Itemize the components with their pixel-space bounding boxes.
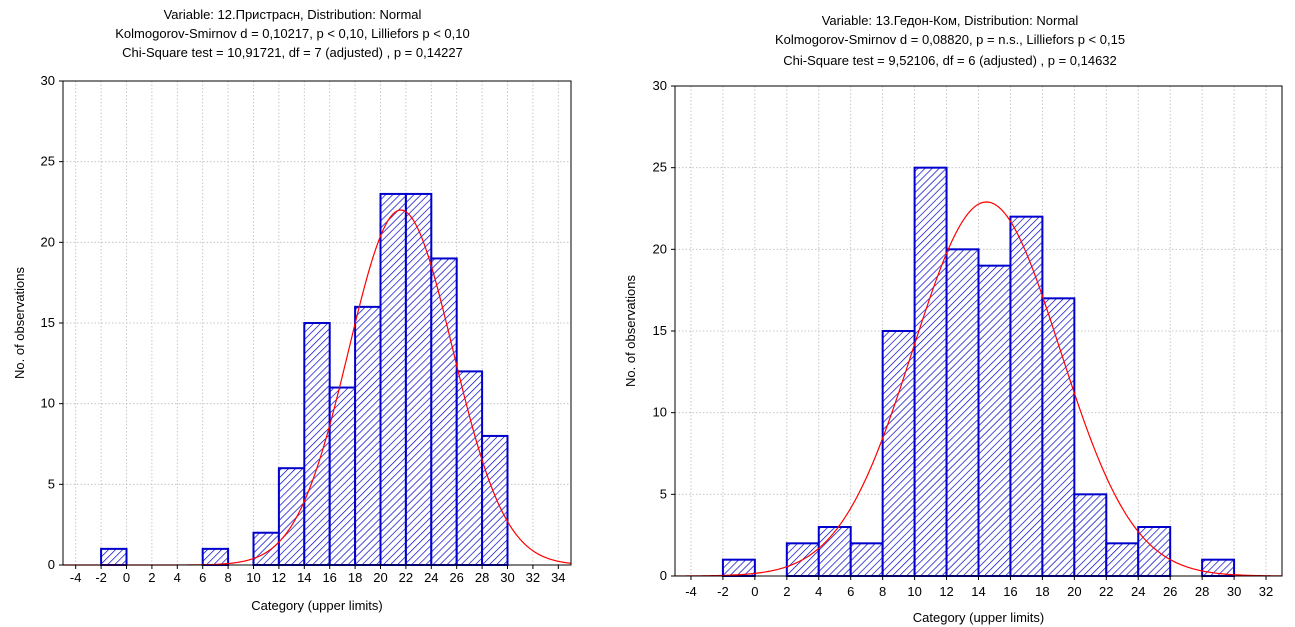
histogram-bar [430,257,458,566]
y-tick-label: 15 [41,315,55,330]
x-tick-label: 32 [526,570,540,585]
histogram-bar [277,467,306,567]
histogram-bar [1105,542,1140,577]
histogram-panel-left: Variable: 12.Пристрасн, Distribution: No… [0,0,585,627]
x-tick-label: 34 [551,570,565,585]
x-tick-label: 20 [373,570,387,585]
y-tick-label: 10 [653,405,667,420]
y-tick-label: 30 [653,78,667,93]
y-tick-label: 25 [41,154,55,169]
x-axis-label: Category (upper limits) [913,610,1045,625]
x-tick-label: 16 [1003,584,1017,599]
y-tick-label: 20 [41,234,55,249]
chart-title-line: Variable: 12.Пристрасн, Distribution: No… [164,7,422,22]
x-tick-label: 12 [272,570,286,585]
y-tick-label: 5 [660,486,667,501]
histogram-panel-right: Variable: 13.Гедон-Ком, Distribution: No… [605,0,1295,627]
y-tick-label: 25 [653,160,667,175]
histogram-chart-left: Variable: 12.Пристрасн, Distribution: No… [12,7,572,613]
y-tick-label: 10 [41,396,55,411]
x-tick-label: 2 [148,570,155,585]
histogram-bar [303,322,331,566]
y-tick-label: 20 [653,241,667,256]
x-tick-label: 20 [1067,584,1081,599]
x-tick-label: 32 [1259,584,1273,599]
x-tick-label: 8 [224,570,231,585]
x-tick-label: 14 [297,570,311,585]
x-tick-label: 28 [1195,584,1209,599]
x-tick-label: 16 [322,570,336,585]
x-tick-label: 0 [123,570,130,585]
histogram-bar [849,542,884,577]
x-tick-label: 12 [939,584,953,599]
histogram-bar [404,192,433,567]
histogram-bar [252,531,280,567]
normal-fit-curve [675,201,1283,577]
histogram-bar [100,547,128,566]
y-tick-label: 30 [41,73,55,88]
chart-title-line: Chi-Square test = 10,91721, df = 7 (adju… [122,45,463,60]
y-tick-label: 15 [653,323,667,338]
x-tick-label: 30 [500,570,514,585]
histogram-bar [481,434,509,566]
x-tick-label: 30 [1227,584,1241,599]
y-tick-label: 0 [660,568,667,583]
histogram-bar [379,192,407,567]
x-tick-label: 2 [783,584,790,599]
x-tick-label: 22 [399,570,413,585]
x-tick-label: 26 [1163,584,1177,599]
panel-divider [590,0,600,627]
x-tick-label: 14 [971,584,985,599]
x-tick-label: 24 [424,570,438,585]
x-tick-label: -2 [95,570,107,585]
y-axis-label: No. of observations [623,275,638,388]
x-tick-label: 8 [879,584,886,599]
x-tick-label: 22 [1099,584,1113,599]
x-tick-label: 24 [1131,584,1145,599]
histogram-bar [881,330,916,577]
histogram-bar [354,305,382,566]
x-tick-label: -4 [70,570,82,585]
x-tick-label: 4 [174,570,181,585]
histogram-bar [1137,526,1172,577]
x-tick-label: 10 [907,584,921,599]
chart-title-line: Kolmogorov-Smirnov d = 0,10217, p < 0,10… [115,26,469,41]
histogram-bar [328,386,357,566]
histogram-bar [201,547,230,566]
histogram-bar [977,264,1012,577]
x-tick-label: -2 [717,584,729,599]
x-axis-label: Category (upper limits) [251,598,383,613]
histogram-bar [1073,493,1108,578]
histogram-bar [1009,215,1044,578]
x-tick-label: 18 [1035,584,1049,599]
x-tick-label: 18 [348,570,362,585]
histogram-bar [945,248,980,577]
histogram-chart-right: Variable: 13.Гедон-Ком, Distribution: No… [623,13,1283,625]
y-tick-label: 5 [48,476,55,491]
x-tick-label: -4 [685,584,697,599]
histogram-bar [455,370,484,566]
y-axis-label: No. of observations [12,267,27,380]
histogram-bar [913,166,948,578]
x-tick-label: 6 [199,570,206,585]
x-tick-label: 10 [246,570,260,585]
chart-title-line: Chi-Square test = 9,52106, df = 6 (adjus… [783,53,1117,68]
x-tick-label: 0 [751,584,758,599]
x-tick-label: 28 [475,570,489,585]
chart-title-line: Kolmogorov-Smirnov d = 0,08820, p = n.s.… [775,32,1125,47]
x-tick-label: 4 [815,584,822,599]
y-tick-label: 0 [48,557,55,572]
histogram-bar [817,526,852,577]
x-tick-label: 26 [449,570,463,585]
histogram-bar [1041,297,1076,577]
chart-title-line: Variable: 13.Гедон-Ком, Distribution: No… [822,13,1079,28]
x-tick-label: 6 [847,584,854,599]
